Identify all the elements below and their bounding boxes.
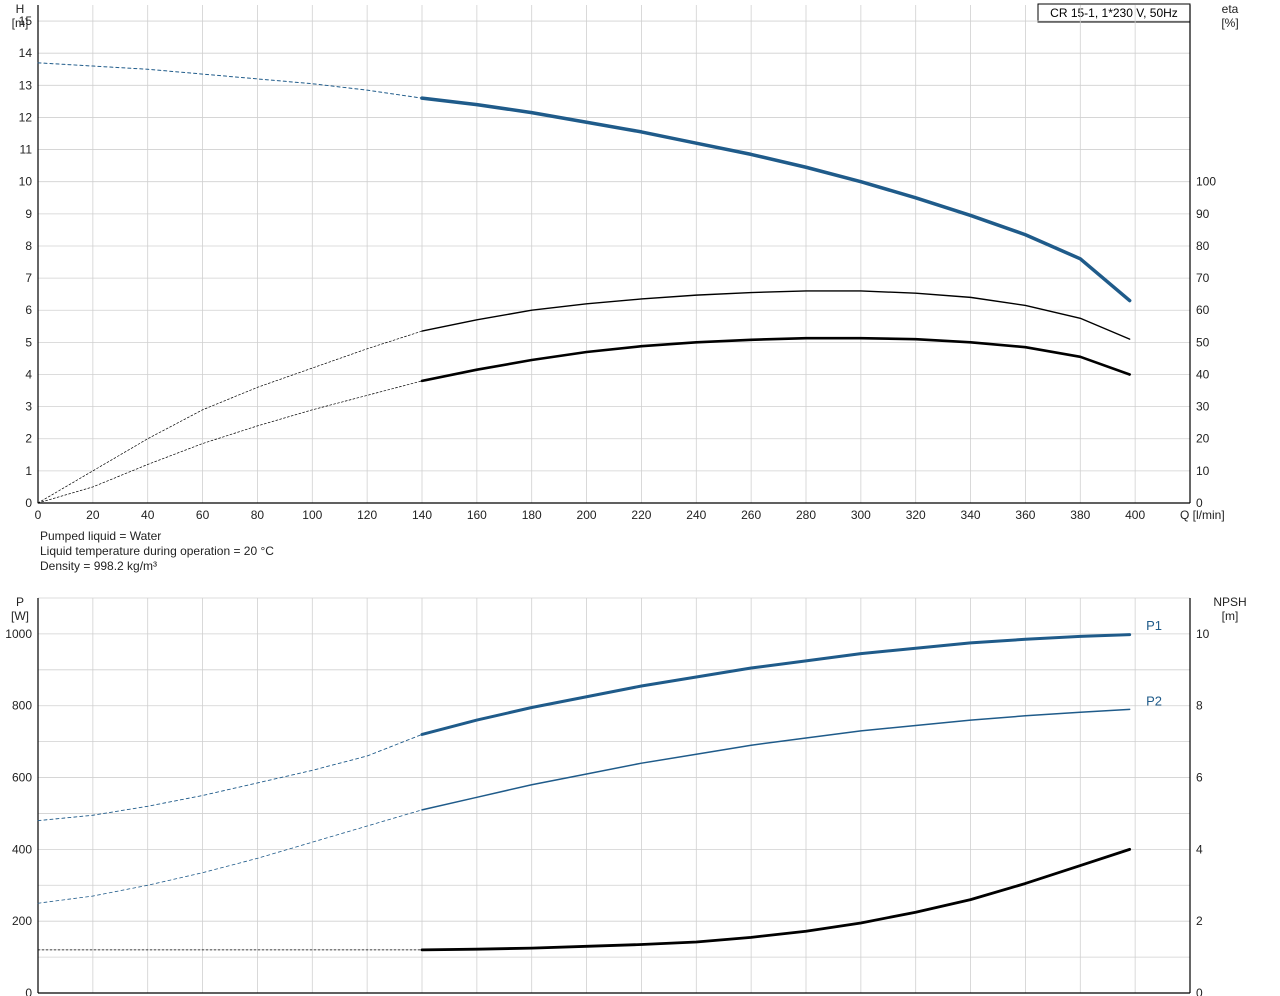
y-left-tick: 1000 (5, 627, 32, 641)
series-label: P2 (1146, 693, 1162, 708)
y-right-tick: 6 (1196, 771, 1203, 785)
note-line: Density = 998.2 kg/m³ (40, 559, 157, 573)
y-right-tick: 60 (1196, 303, 1210, 317)
p2-curve-dashed (38, 810, 422, 903)
npsh-curve (422, 849, 1130, 950)
x-tick-label: 280 (796, 508, 816, 522)
y-left-tick: 3 (25, 400, 32, 414)
y-right-tick: 100 (1196, 175, 1216, 189)
x-tick-label: 60 (196, 508, 210, 522)
y-right-tick: 10 (1196, 464, 1210, 478)
y-left-tick: 14 (19, 46, 33, 60)
head-curve (422, 98, 1130, 300)
eta-total-curve-dashed (38, 381, 422, 503)
y-left-tick: 0 (25, 496, 32, 510)
y-left-tick: 800 (12, 699, 32, 713)
x-tick-label: 320 (906, 508, 926, 522)
bottom_chart: 002004006008001000P[W]0246810NPSH[m]P1P2 (5, 595, 1246, 996)
x-tick-label: 260 (741, 508, 761, 522)
y-left-tick: 11 (20, 143, 33, 157)
y-left-tick: 9 (25, 207, 32, 221)
y-right-tick: 2 (1196, 914, 1203, 928)
y-right-tick: 30 (1196, 400, 1210, 414)
y-left-label-top: H (16, 2, 25, 16)
x-tick-label: 180 (522, 508, 542, 522)
x-tick-label: 160 (467, 508, 487, 522)
x-tick-label: 20 (86, 508, 100, 522)
y-right-label-top: eta (1222, 2, 1239, 16)
x-tick-label: 340 (961, 508, 981, 522)
y-right-label-top: NPSH (1213, 595, 1246, 609)
y-right-tick: 90 (1196, 207, 1210, 221)
x-tick-label: 120 (357, 508, 377, 522)
y-left-tick: 10 (19, 175, 33, 189)
y-left-tick: 8 (25, 239, 32, 253)
y-right-tick: 70 (1196, 271, 1210, 285)
y-right-tick: 50 (1196, 335, 1210, 349)
y-left-tick: 600 (12, 771, 32, 785)
eta-pump-curve (422, 291, 1130, 339)
y-left-tick: 1 (25, 464, 32, 478)
x-tick-label: 100 (302, 508, 322, 522)
y-right-tick: 0 (1196, 496, 1203, 510)
y-left-tick: 2 (25, 432, 32, 446)
y-left-label-bottom: [W] (11, 609, 29, 623)
x-tick-label: 0 (35, 508, 42, 522)
y-right-label-bottom: [m] (1222, 609, 1239, 623)
x-tick-label: 220 (631, 508, 651, 522)
y-left-tick: 0 (25, 986, 32, 996)
y-right-tick: 10 (1196, 627, 1210, 641)
eta-pump-curve-dashed (38, 331, 422, 503)
x-tick-label: 200 (577, 508, 597, 522)
y-right-tick: 80 (1196, 239, 1210, 253)
x-tick-label: 300 (851, 508, 871, 522)
y-left-label-top: P (16, 595, 24, 609)
x-tick-label: 80 (251, 508, 265, 522)
series-label: P1 (1146, 618, 1162, 633)
head-curve-dashed (38, 63, 422, 98)
y-left-tick: 13 (19, 78, 33, 92)
y-left-tick: 6 (25, 303, 32, 317)
y-right-tick: 40 (1196, 367, 1210, 381)
x-tick-label: 380 (1070, 508, 1090, 522)
y-left-tick: 5 (25, 335, 32, 349)
top_chart: 0204060801001201401601802002202402602803… (12, 2, 1239, 522)
x-tick-label: 140 (412, 508, 432, 522)
y-right-label-bottom: [%] (1221, 16, 1238, 30)
y-left-tick: 400 (12, 842, 32, 856)
p2-curve (422, 709, 1130, 810)
y-right-tick: 20 (1196, 432, 1210, 446)
x-tick-label: 240 (686, 508, 706, 522)
y-left-tick: 12 (19, 110, 33, 124)
y-left-tick: 7 (25, 271, 32, 285)
y-right-tick: 4 (1196, 842, 1203, 856)
x-tick-label: 360 (1015, 508, 1035, 522)
p1-curve (422, 635, 1130, 735)
note-line: Pumped liquid = Water (40, 529, 161, 543)
y-left-tick: 4 (25, 367, 32, 381)
x-tick-label: 40 (141, 508, 155, 522)
title-box-text: CR 15-1, 1*230 V, 50Hz (1050, 6, 1178, 20)
note-line: Liquid temperature during operation = 20… (40, 544, 274, 558)
x-tick-label: 400 (1125, 508, 1145, 522)
x-axis-label: Q [l/min] (1180, 508, 1225, 522)
y-left-label-bottom: [m] (12, 16, 29, 30)
y-right-tick: 0 (1196, 986, 1203, 996)
y-left-tick: 200 (12, 914, 32, 928)
y-right-tick: 8 (1196, 699, 1203, 713)
